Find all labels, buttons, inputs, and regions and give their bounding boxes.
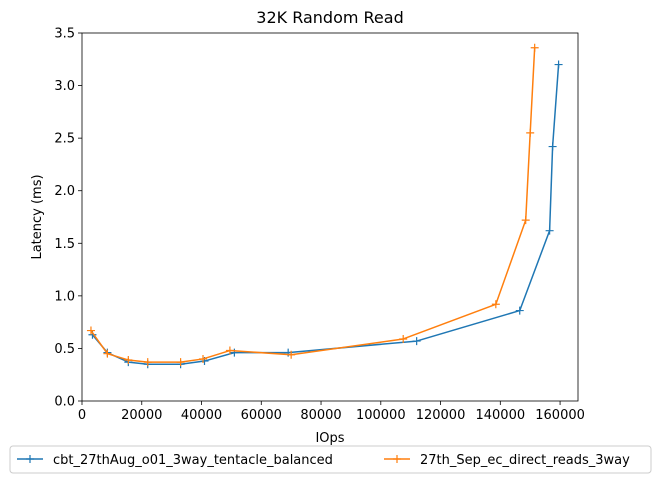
data-point (554, 60, 563, 69)
x-tick-label: 120000 (416, 408, 466, 423)
x-tick-label: 60000 (241, 408, 282, 423)
plot-frame (81, 32, 579, 402)
data-point (103, 349, 112, 358)
x-tick-label: 40000 (181, 408, 222, 423)
data-point (199, 354, 208, 363)
y-tick-label: 0.0 (54, 395, 75, 410)
data-point (545, 226, 554, 235)
legend: cbt_27thAug_o01_3way_tentacle_balanced 2… (9, 445, 652, 474)
series-2 (86, 43, 539, 367)
y-tick-label: 1.5 (54, 237, 75, 252)
x-tick-label: 100000 (356, 408, 406, 423)
data-point (225, 346, 234, 355)
y-axis-label: Latency (ms) (30, 174, 45, 259)
data-point (515, 306, 524, 315)
data-point (412, 337, 421, 346)
x-axis-label: IOps (315, 431, 344, 446)
data-point (491, 300, 500, 309)
plot-background (82, 33, 578, 401)
data-point (548, 142, 557, 151)
x-tick-label: 0 (78, 408, 86, 423)
data-point (526, 128, 535, 137)
data-point (143, 358, 152, 367)
y-tick-label: 3.0 (54, 79, 75, 94)
data-point (86, 326, 95, 335)
data-point (399, 334, 408, 343)
x-tick-label: 140000 (475, 408, 525, 423)
y-tick-label: 1.0 (54, 289, 75, 304)
data-point (530, 43, 539, 52)
y-tick-label: 2.0 (54, 184, 75, 199)
data-point (176, 358, 185, 367)
y-tick-label: 3.5 (54, 27, 75, 42)
legend-marker-series-1 (26, 455, 34, 463)
y-tick-label: 0.5 (54, 342, 75, 357)
legend-label-series-2: 27th_Sep_ec_direct_reads_3way (420, 453, 630, 468)
data-point (287, 350, 296, 359)
legend-frame (9, 445, 652, 474)
x-tick-label: 80000 (300, 408, 341, 423)
data-point (521, 216, 530, 225)
x-tick-label: 20000 (121, 408, 162, 423)
legend-marker-series-2 (393, 455, 401, 463)
data-point (124, 355, 133, 364)
series-group (86, 43, 563, 369)
plot-area (82, 33, 578, 401)
chart-title: 32K Random Read (256, 8, 403, 27)
axes: 0 20000 40000 60000 80000 100000 120000 140000 1… (54, 27, 585, 424)
legend-label-series-1: cbt_27thAug_o01_3way_tentacle_balanced (53, 453, 333, 468)
x-tick-label: 160000 (535, 408, 585, 423)
data-point (230, 348, 239, 357)
y-tick-label: 2.5 (54, 132, 75, 147)
